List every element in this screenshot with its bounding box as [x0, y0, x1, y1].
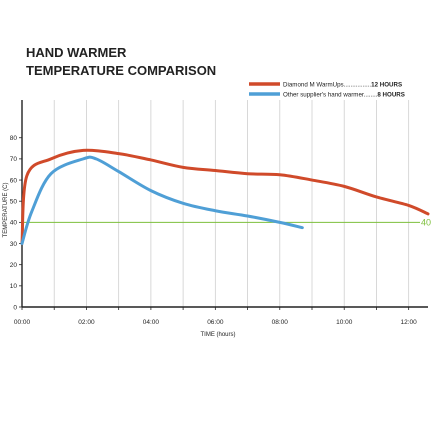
y-axis-label: TEMPERATURE (C): [3, 183, 9, 238]
y-tick-label-3: 30: [10, 241, 18, 248]
legend-entry-diamond: Diamond M WarmUps................12 HOUR…: [283, 82, 402, 89]
y-tick-label-2: 20: [10, 262, 18, 269]
y-tick-label-5: 50: [10, 199, 18, 206]
series-lines: [20, 148, 430, 246]
x-tick-label-1: 02:00: [78, 319, 95, 326]
y-tick-label-0: 0: [13, 304, 17, 311]
y-tick-labels: 0 10 20 30 40 50 60 70 80: [10, 135, 22, 311]
y-tick-label-8: 80: [10, 135, 18, 142]
series-line-1: [20, 155, 304, 246]
chart-title-line-2: TEMPERATURE COMPARISON: [26, 63, 216, 78]
chart-title-line-1: HAND WARMER: [26, 45, 127, 60]
legend-entry-other: Other supplier's hand warmer........8 HO…: [283, 92, 405, 99]
series-line-0: [20, 148, 430, 246]
y-tick-label-7: 70: [10, 156, 18, 163]
x-tick-label-2: 04:00: [143, 319, 160, 326]
grid-lines: [53, 100, 410, 307]
x-axis-label: TIME (hours): [200, 332, 235, 338]
legend: Diamond M WarmUps................12 HOUR…: [249, 82, 405, 99]
reference-line: 40: [22, 217, 431, 227]
x-tick-label-6: 12:00: [401, 319, 418, 326]
y-tick-label-1: 10: [10, 283, 18, 290]
x-tick-label-0: 00:00: [14, 319, 31, 326]
y-tick-label-4: 40: [10, 220, 18, 227]
x-tick-labels: 00:00 02:00 04:00 06:00 08:00 10:00 12:00: [14, 307, 417, 326]
y-tick-label-6: 60: [10, 177, 18, 184]
x-tick-label-3: 06:00: [207, 319, 224, 326]
x-tick-label-5: 10:00: [336, 319, 353, 326]
x-tick-label-4: 08:00: [272, 319, 289, 326]
reference-line-label: 40: [421, 217, 431, 227]
axes: [21, 100, 428, 308]
